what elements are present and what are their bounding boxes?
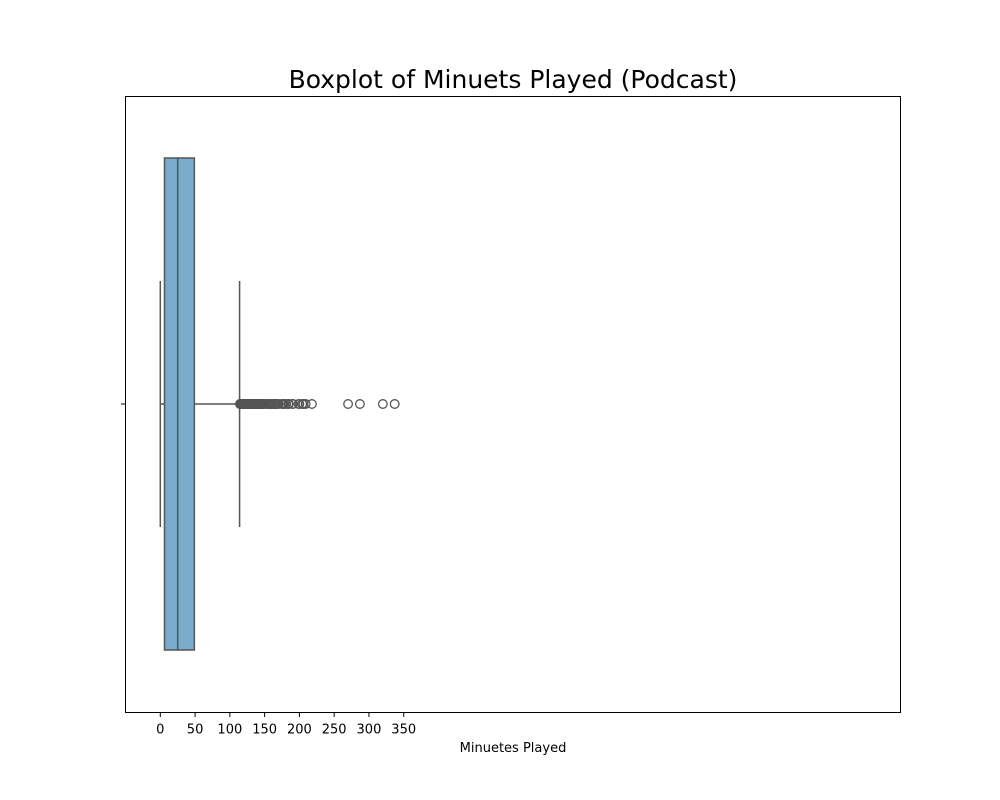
x-tick-label: 350 [391,723,416,738]
outlier-point [300,399,311,409]
outlier-point [273,399,284,409]
chart-title: Boxplot of Minuets Played (Podcast) [289,65,738,94]
x-tick-label: 300 [357,723,382,738]
x-axis: 0 50 100 150 200 250 300 350 [121,403,416,738]
plot-area [159,157,400,651]
outlier-point [343,399,354,409]
outlier-point [306,399,317,409]
outlier-point [284,399,294,409]
outlier-point [354,399,365,409]
iqr-box [163,157,196,651]
outlier-point [389,399,400,409]
outlier-point [294,399,305,409]
x-tick-label: 200 [287,723,312,738]
plot-frame [125,96,901,713]
x-tick-label: 100 [217,723,242,738]
outlier-point [377,399,388,409]
x-tick-label: 150 [252,723,277,738]
x-axis-label: Minuetes Played [460,741,567,756]
x-tick-label: 250 [322,723,347,738]
x-tick-label: 0 [156,723,164,738]
x-tick-label: 50 [187,723,204,738]
